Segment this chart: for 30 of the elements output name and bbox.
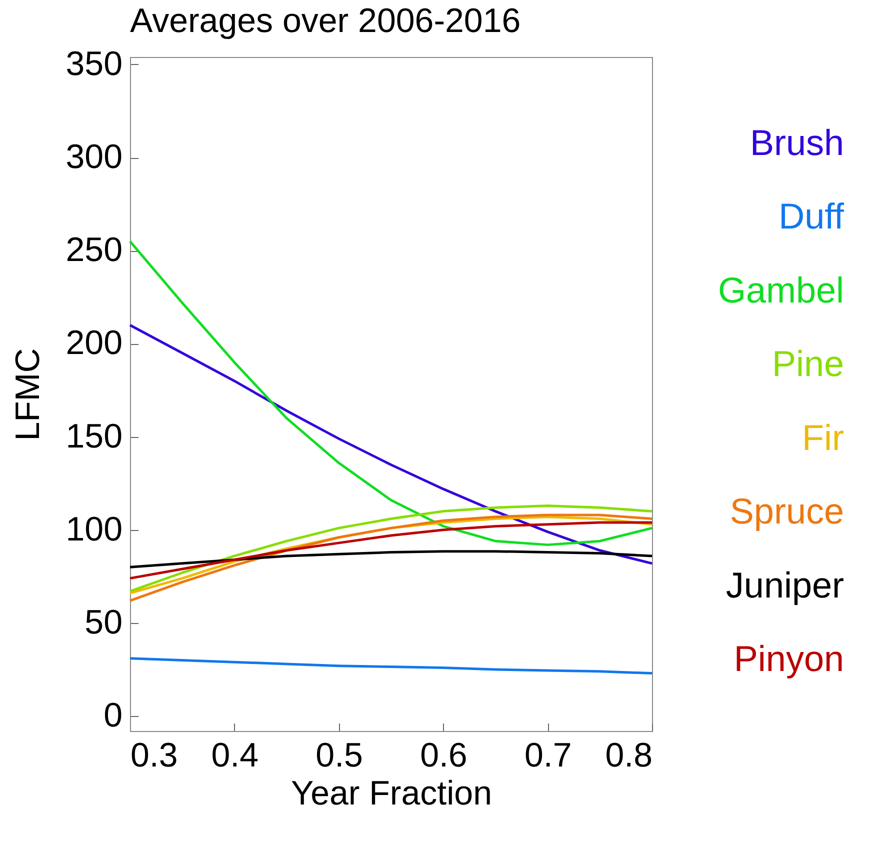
y-tick-label: 200 — [66, 324, 122, 362]
x-tick-label: 0.3 — [130, 736, 178, 774]
line-series — [128, 324, 654, 565]
text: Pinyon — [734, 638, 844, 680]
y-axis-title: LFMC — [8, 348, 47, 441]
x-tick-label: 0.4 — [211, 736, 259, 774]
y-tick-label: 50 — [84, 604, 122, 642]
line-series — [128, 521, 654, 580]
text: Brush — [750, 122, 844, 163]
y-tick-label: 350 — [66, 44, 122, 83]
text: Spruce — [730, 490, 844, 532]
text: Fir — [802, 416, 844, 458]
x-tick-label: 0.8 — [605, 736, 652, 774]
y-tick-label: 250 — [66, 231, 122, 270]
y-tick-label: 0 — [104, 696, 122, 735]
y-tick-label: 100 — [66, 510, 122, 548]
x-tick-label: 0.6 — [420, 736, 468, 774]
text: Juniper — [726, 564, 844, 606]
y-tick-label: 150 — [66, 417, 122, 456]
x-tick-label: 0.5 — [316, 736, 363, 774]
chart-title: Averages over 2006-2016 — [130, 2, 521, 40]
line-series — [128, 240, 654, 546]
line-series — [128, 550, 654, 568]
line-series — [128, 657, 654, 675]
x-axis-title: Year Fraction — [291, 774, 492, 812]
text: Duff — [778, 196, 845, 237]
y-tick-label: 300 — [66, 138, 122, 176]
x-tick-label: 0.7 — [524, 736, 572, 774]
text: Pine — [772, 343, 844, 384]
text: Gambel — [718, 269, 844, 310]
